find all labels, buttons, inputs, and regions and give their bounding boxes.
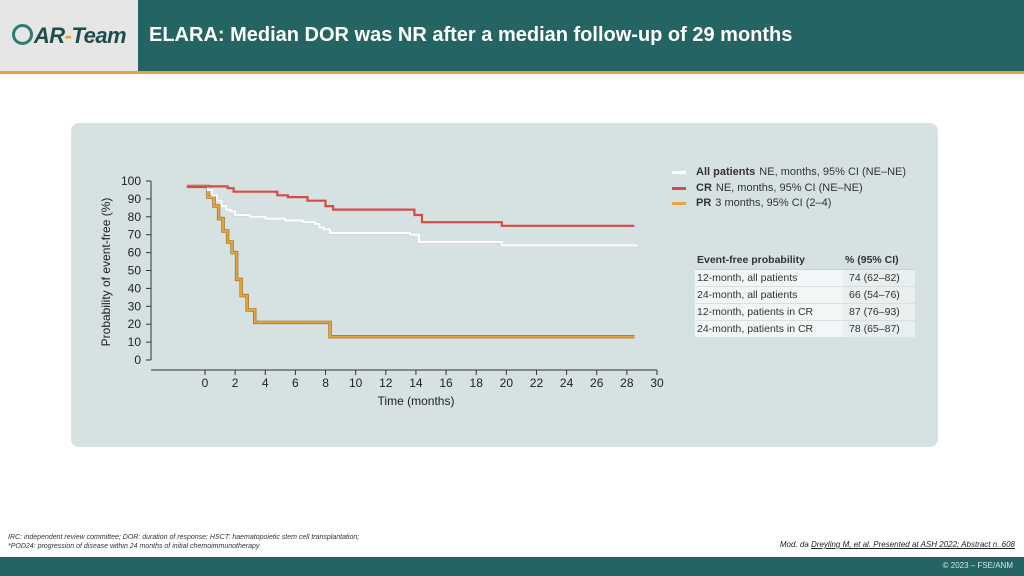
y-tick-label: 0 [134,353,141,367]
x-tick-label: 16 [439,376,453,390]
x-tick-label: 24 [560,376,574,390]
legend-swatch-pr [672,202,686,206]
source-link[interactable]: Dreyling M, et al. Presented at ASH 2022… [811,540,1015,549]
series-line-all-patients [186,185,638,247]
table-cell: 74 (62–82) [843,269,915,287]
table-header: Event-free probability [695,252,843,270]
x-tick-label: 14 [409,376,423,390]
page-title: ELARA: Median DOR was NR after a median … [149,24,793,46]
table-header-row: Event-free probability % (95% CI) [695,252,915,270]
y-tick-label: 60 [128,246,142,260]
legend-item-all-patients: All patients NE, months, 95% CI (NE–NE) [672,165,906,181]
y-tick-label: 90 [128,192,142,206]
legend-item-cr: CR NE, months, 95% CI (NE–NE) [672,181,906,197]
footer-bar: © 2023 – FSE/ANM [0,557,1024,576]
title-bar: ELARA: Median DOR was NR after a median … [138,0,1024,71]
chart-series [186,184,638,339]
y-tick-label: 70 [128,228,142,242]
source-citation: Mod. da Dreyling M, et al. Presented at … [779,540,1015,549]
y-tick-label: 40 [128,281,142,295]
copyright: © 2023 – FSE/ANM [942,561,1013,570]
y-tick-label: 20 [128,317,142,331]
logo: AR-Team [0,0,138,71]
x-tick-label: 8 [322,376,329,390]
series-line-cr [186,185,635,227]
logo-ring-icon [11,23,33,45]
footnote: IRC: independent review committee; DOR: … [8,534,360,550]
table-cell: 12-month, all patients [695,269,843,287]
y-tick-label: 10 [128,335,142,349]
event-free-table: Event-free probability % (95% CI) 12-mon… [695,252,915,338]
x-tick-label: 28 [620,376,634,390]
legend-item-pr: PR 3 months, 95% CI (2–4) [672,196,906,212]
accent-divider [0,71,1024,74]
y-tick-label: 100 [121,174,141,188]
table-cell: 24-month, all patients [695,286,843,304]
table-row: 12-month, patients in CR 87 (76–93) [695,303,915,321]
x-tick-label: 6 [292,376,299,390]
table-cell: 87 (76–93) [843,303,915,321]
x-tick-label: 30 [650,376,664,390]
x-tick-label: 0 [202,376,209,390]
table-cell: 66 (54–76) [843,286,915,304]
x-tick-label: 2 [232,376,239,390]
table-cell: 78 (65–87) [843,320,915,338]
x-tick-label: 18 [470,376,484,390]
table-cell: 24-month, patients in CR [695,320,843,338]
x-tick-label: 4 [262,376,269,390]
chart-legend: All patients NE, months, 95% CI (NE–NE) C… [672,165,906,212]
table-header: % (95% CI) [843,252,915,270]
table-row: 24-month, patients in CR 78 (65–87) [695,320,915,338]
x-tick-label: 10 [349,376,363,390]
logo-text: AR-Team [11,23,127,49]
series-line-pr [186,185,635,338]
x-tick-label: 20 [500,376,514,390]
x-axis-label: Time (months) [378,394,455,408]
y-tick-label: 50 [128,264,142,278]
y-axis-label: Probability of event-free (%) [99,198,113,347]
x-tick-label: 26 [590,376,604,390]
x-tick-label: 22 [530,376,544,390]
table-row: 24-month, all patients 66 (54–76) [695,286,915,304]
x-tick-label: 12 [379,376,393,390]
legend-swatch-cr [672,186,686,190]
table-cell: 12-month, patients in CR [695,303,843,321]
table-row: 12-month, all patients 74 (62–82) [695,269,915,287]
y-tick-label: 30 [128,299,142,313]
legend-swatch-all [672,171,686,175]
y-tick-label: 80 [128,210,142,224]
